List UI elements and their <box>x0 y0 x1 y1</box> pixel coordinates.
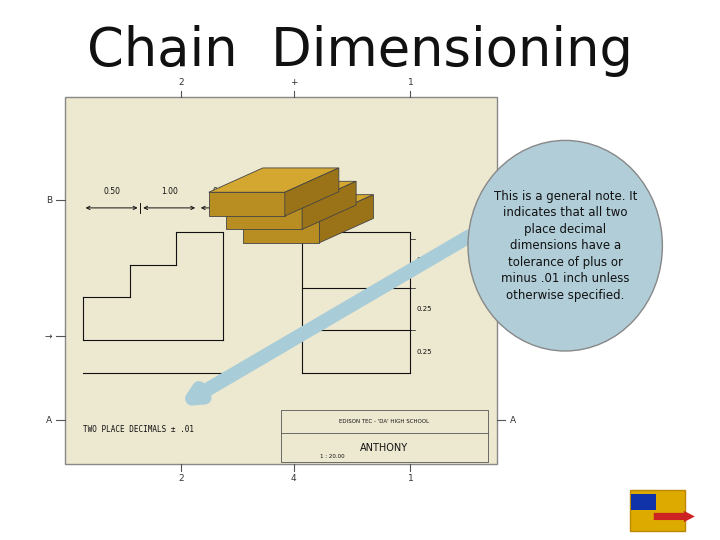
Polygon shape <box>285 168 339 216</box>
Text: A: A <box>510 416 516 425</box>
Ellipse shape <box>468 140 662 351</box>
Text: 2: 2 <box>179 474 184 483</box>
Text: This is a general note. It
indicates that all two
place decimal
dimensions have : This is a general note. It indicates tha… <box>493 190 637 302</box>
FancyArrow shape <box>654 511 695 522</box>
Bar <box>631 494 656 510</box>
Text: 0.25: 0.25 <box>416 257 432 264</box>
Text: 1.00: 1.00 <box>161 187 178 196</box>
Bar <box>65 97 497 464</box>
Polygon shape <box>243 194 374 219</box>
Bar <box>630 490 685 531</box>
Text: Chain  Dimensioning: Chain Dimensioning <box>87 25 633 77</box>
Text: B: B <box>510 195 516 205</box>
Text: +: + <box>290 78 297 87</box>
Bar <box>281 410 488 462</box>
Text: EDISON TEC - 'DA' HIGH SCHOOL: EDISON TEC - 'DA' HIGH SCHOOL <box>339 419 430 424</box>
Text: 2: 2 <box>179 78 184 87</box>
Polygon shape <box>226 181 356 206</box>
Text: →: → <box>45 332 52 340</box>
Text: 0.50: 0.50 <box>213 187 230 196</box>
Text: 4: 4 <box>291 474 297 483</box>
Text: ANTHONY: ANTHONY <box>361 443 408 454</box>
Text: 0.25: 0.25 <box>416 348 432 355</box>
Text: 1: 1 <box>408 78 413 87</box>
Polygon shape <box>302 181 356 229</box>
Text: 0.50: 0.50 <box>103 187 120 196</box>
Polygon shape <box>209 192 285 216</box>
Text: 1 : 20.00: 1 : 20.00 <box>320 454 345 459</box>
Polygon shape <box>209 168 339 192</box>
Polygon shape <box>226 206 302 230</box>
Text: A: A <box>45 416 52 425</box>
Polygon shape <box>243 219 320 243</box>
Text: 0.25: 0.25 <box>416 306 432 313</box>
Text: 1: 1 <box>408 474 413 483</box>
Text: B: B <box>45 195 52 205</box>
Text: TWO PLACE DECIMALS ± .01: TWO PLACE DECIMALS ± .01 <box>83 425 194 434</box>
Polygon shape <box>320 194 374 243</box>
